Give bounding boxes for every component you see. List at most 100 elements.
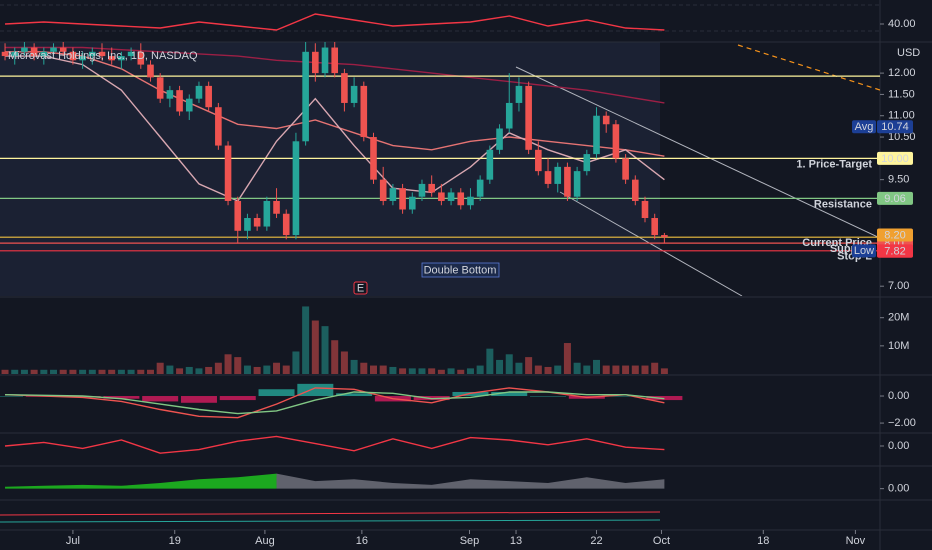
volume-bar	[525, 357, 533, 374]
y-tick-label: 0.00	[888, 440, 909, 452]
volume-bar	[369, 365, 377, 374]
macd-histogram	[297, 383, 334, 397]
volume-bar	[544, 366, 552, 374]
trend-line	[737, 44, 880, 91]
x-tick-label: Aug	[255, 535, 275, 547]
candle-body	[438, 192, 445, 201]
y-tick-label: 0.00	[888, 390, 909, 402]
candle-body	[476, 179, 484, 197]
volume-bar	[583, 365, 591, 374]
volume-bar	[321, 326, 329, 374]
candle-body	[79, 56, 86, 61]
y-tick-label: 10M	[888, 340, 909, 352]
volume-bar	[11, 369, 19, 374]
volume-bar	[214, 362, 222, 374]
candle-body	[234, 200, 242, 231]
volume-bar	[1, 369, 9, 374]
volume-bar	[69, 369, 77, 374]
moving-average	[5, 51, 665, 157]
candle-body	[661, 235, 668, 238]
volume-bar	[496, 359, 504, 374]
candle-body	[195, 85, 203, 99]
candle-body	[147, 64, 154, 78]
volume-bar	[631, 365, 639, 374]
volume-bar	[622, 365, 630, 374]
volume-bar	[50, 369, 58, 374]
volume-bar	[573, 362, 581, 374]
main-pane	[0, 42, 880, 296]
candle-body	[30, 47, 38, 57]
volume-bar	[350, 359, 358, 374]
volume-bar	[156, 362, 164, 374]
candle-body	[612, 124, 620, 159]
volume-bar	[418, 368, 426, 374]
symbol-title: Microvast Holdings, Inc., 1D, NASDAQ	[8, 50, 198, 62]
volume-bar	[612, 365, 620, 374]
area	[5, 473, 277, 489]
y-tick-label: 40.00	[888, 18, 916, 30]
price-badge-label: 10.74	[881, 121, 909, 133]
annotation-box	[421, 262, 500, 278]
candle-body	[215, 107, 222, 146]
macd-histogram	[142, 396, 179, 402]
price-tag	[852, 120, 876, 134]
macd-line	[4, 391, 665, 415]
volume-bar	[602, 365, 610, 374]
candle-body	[302, 51, 309, 142]
candle-body	[263, 200, 271, 227]
candle-body	[253, 218, 261, 227]
candle-body	[282, 213, 290, 236]
volume-bar	[593, 359, 601, 374]
x-tick-label: 22	[590, 535, 602, 547]
candle-body	[486, 149, 494, 180]
volume-bar	[273, 362, 281, 374]
candle-body	[641, 200, 649, 219]
volume-bar	[389, 366, 397, 374]
candle-body	[399, 188, 406, 210]
price-badge-label: 7.82	[884, 246, 905, 258]
moving-average	[5, 55, 665, 202]
x-tick-label: Oct	[653, 535, 670, 547]
x-tick-label: Jul	[66, 535, 80, 547]
candle-body	[224, 145, 232, 201]
volume-bar	[466, 368, 474, 374]
candle-body	[651, 218, 658, 236]
area	[276, 473, 665, 489]
candle-body	[11, 51, 19, 57]
volume-bar	[263, 365, 271, 374]
candle-body	[321, 47, 329, 74]
volume-bar	[185, 366, 193, 374]
candle-body	[564, 166, 571, 197]
volume-bar	[311, 320, 319, 374]
candle-body	[50, 47, 57, 52]
candle-body	[273, 200, 280, 214]
y-tick-label: 11.50	[888, 88, 915, 100]
indicator-line	[0, 519, 661, 523]
candle-body	[505, 102, 513, 129]
price-badge-label: 10.00	[881, 153, 909, 165]
volume-bar	[282, 365, 290, 374]
volume-bar	[399, 368, 407, 374]
candle-body	[292, 141, 300, 236]
price-tag	[852, 244, 876, 258]
macd-histogram	[103, 396, 140, 399]
event-marker[interactable]	[353, 281, 368, 295]
macd-histogram	[491, 391, 528, 397]
volume-bar	[641, 365, 649, 374]
candle-body	[205, 85, 212, 108]
volume-bar	[331, 340, 339, 374]
volume-bar	[505, 354, 513, 374]
volume-bar	[379, 365, 387, 374]
volume-bar	[651, 362, 659, 374]
y-tick-label: 7.00	[888, 280, 909, 292]
volume-bar	[408, 368, 416, 374]
candle-body	[118, 56, 125, 61]
volume-bar	[88, 369, 96, 374]
candle-body	[312, 51, 319, 74]
price-badge	[877, 228, 913, 242]
volume-bar	[476, 365, 484, 374]
volume-bar	[176, 368, 184, 374]
candle-body	[350, 85, 358, 103]
candle-body	[622, 158, 629, 180]
